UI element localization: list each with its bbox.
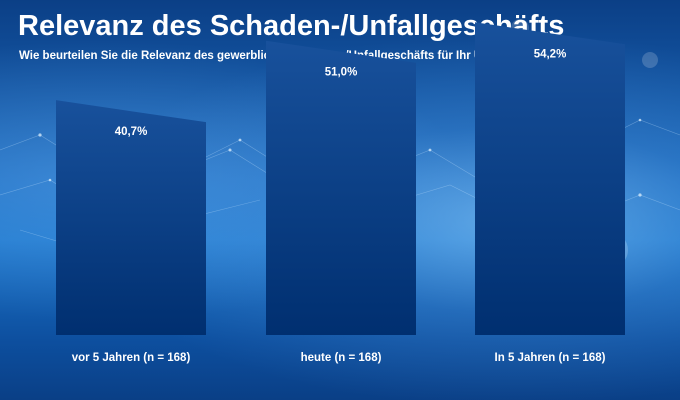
bar-2 xyxy=(266,40,416,335)
data-label-3: 54,2% xyxy=(534,48,567,60)
data-label-1: 40,7% xyxy=(115,126,148,138)
category-label-3: In 5 Jahren (n = 168) xyxy=(495,352,606,364)
category-label-2: heute (n = 168) xyxy=(301,352,382,364)
bar-3 xyxy=(475,22,625,336)
chart-title: Relevanz des Schaden-/Unfallgeschäfts xyxy=(18,10,565,42)
bar-1 xyxy=(56,100,206,335)
category-label-1: vor 5 Jahren (n = 168) xyxy=(72,352,191,364)
data-label-2: 51,0% xyxy=(325,67,358,79)
